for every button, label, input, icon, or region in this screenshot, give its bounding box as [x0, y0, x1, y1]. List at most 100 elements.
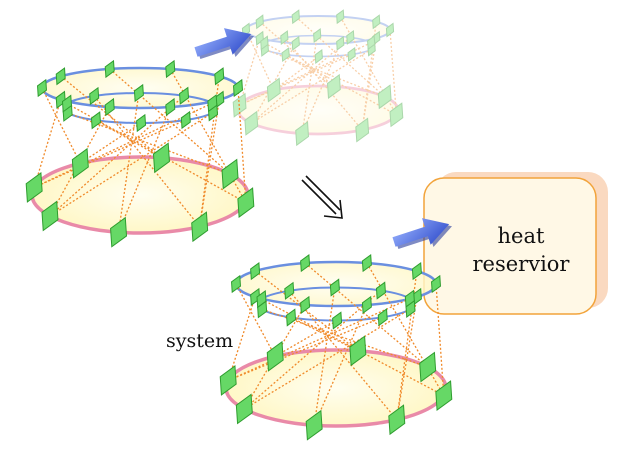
spin-diamond: [165, 97, 176, 117]
coupling-line: [264, 48, 385, 98]
bottom-ring-fill: [32, 157, 248, 233]
spin-diamond: [89, 86, 100, 106]
spin-diamond: [377, 308, 388, 327]
spin-diamond: [104, 97, 115, 117]
spin-diamond: [430, 274, 442, 294]
spin-diamond: [336, 35, 345, 51]
top-ring: [245, 15, 391, 45]
shadow-arrow-icon: [194, 28, 254, 59]
double-arrow-icon: [301, 175, 343, 219]
coupling-line: [33, 99, 62, 188]
spin-diamond: [133, 83, 144, 103]
bottom-ring-fill: [226, 350, 446, 426]
spin-diamond: [349, 335, 367, 367]
spin-diamond: [219, 365, 237, 396]
coupling-line: [313, 287, 336, 426]
spin-diamond: [180, 110, 191, 130]
coupling-line: [49, 111, 214, 217]
spin-diamond: [221, 158, 239, 190]
spin-diamond: [300, 253, 311, 273]
coupling-line: [254, 270, 359, 352]
shadow-arrow-icon: [392, 218, 452, 249]
heat-reservoir-label-line1: heat: [497, 224, 545, 248]
spin-diamond: [404, 289, 415, 308]
spin-diamond: [207, 94, 218, 113]
spin-diamond: [411, 261, 422, 281]
coupling-line: [285, 54, 335, 88]
coupling-line: [245, 29, 275, 91]
coupling-line: [290, 316, 359, 352]
spin-diamond: [372, 14, 381, 30]
spin-diamond: [372, 30, 381, 46]
spin-diamond: [361, 253, 372, 273]
spin-diamond: [266, 340, 284, 372]
spin-diamond: [388, 404, 406, 436]
spin-diamond: [326, 73, 341, 100]
coupling-line: [301, 43, 341, 134]
coupling-line: [235, 283, 276, 357]
spin-diamond: [281, 47, 290, 63]
initial-cylinder: [25, 59, 255, 248]
spin-diamond: [367, 35, 376, 51]
coupling-line: [361, 38, 377, 131]
spin-diamond: [136, 113, 147, 133]
spin-diamond: [244, 110, 259, 136]
spin-diamond: [385, 22, 395, 38]
spin-diamond: [305, 409, 323, 441]
heat-reservoir-label-line2: reservior: [472, 252, 570, 276]
spin-diamond: [152, 142, 170, 174]
spin-diamond: [250, 261, 261, 281]
spin-diamond: [419, 351, 437, 383]
spin-diamond: [55, 67, 66, 86]
coupling-line: [117, 92, 140, 233]
system-cylinder: [219, 253, 453, 441]
coupling-line: [250, 42, 297, 124]
spin-diamond: [260, 41, 269, 57]
spin-diamond: [355, 117, 370, 143]
spin-diamond: [300, 295, 311, 315]
spin-diamond: [389, 102, 404, 128]
coupling-line: [264, 42, 397, 116]
spin-diamond: [255, 30, 264, 46]
spin-diamond: [255, 14, 264, 30]
spin-diamond: [336, 9, 345, 25]
coupling-line: [366, 262, 445, 396]
spin-diamond: [346, 29, 355, 45]
spin-diamond: [71, 147, 89, 179]
coupling-line: [301, 35, 318, 134]
coupling-line: [199, 99, 220, 227]
spin-diamond: [375, 281, 386, 300]
coupling-line: [227, 298, 411, 382]
spin-diamond: [41, 200, 59, 232]
spin-diamond: [266, 77, 281, 103]
spin-diamond: [256, 290, 267, 309]
coupling-line: [313, 304, 368, 426]
spin-diamond: [230, 274, 242, 294]
spin-diamond: [235, 393, 253, 425]
spin-diamond: [232, 78, 244, 98]
spin-diamond: [291, 35, 300, 51]
coupling-line: [304, 262, 429, 368]
spin-diamond: [295, 120, 310, 147]
spin-diamond: [280, 30, 289, 46]
spin-diamond: [191, 211, 209, 243]
spin-diamond: [286, 308, 297, 327]
spin-diamond: [55, 90, 66, 109]
spin-diamond: [367, 41, 376, 57]
coupling-line: [339, 16, 397, 116]
coupling-line: [283, 37, 363, 131]
heat-reservoir-label: heat reservior: [466, 222, 576, 278]
coupling-line: [239, 42, 372, 106]
coupling-line: [435, 283, 445, 396]
spin-diamond: [313, 28, 322, 43]
spin-diamond: [237, 187, 255, 218]
spin-diamond: [36, 78, 48, 98]
coupling-line: [60, 75, 162, 159]
spin-diamond: [214, 67, 225, 86]
coupling-line: [273, 55, 320, 91]
coupling-line: [117, 106, 171, 233]
coupling-line: [243, 308, 411, 410]
spin-diamond: [61, 94, 72, 113]
spin-diamond: [291, 9, 300, 25]
